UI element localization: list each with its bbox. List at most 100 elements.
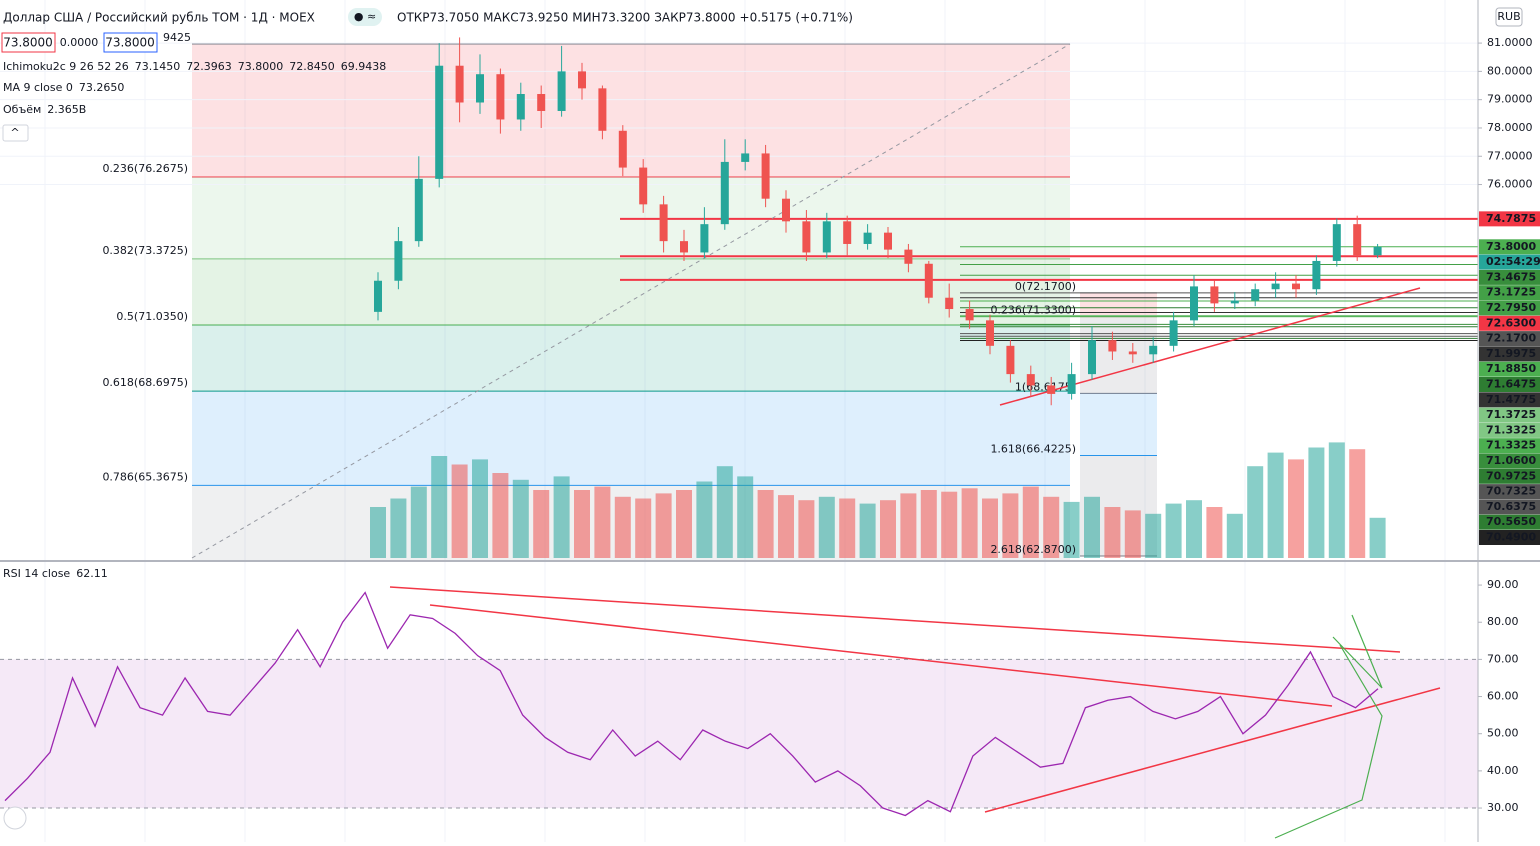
- indicator-value: 72.8450: [289, 60, 335, 73]
- price-label: 72.7950: [1486, 301, 1536, 314]
- volume-bar: [1369, 517, 1386, 558]
- ohlc-value: 73.7050: [430, 11, 480, 25]
- ohlc-key: МИН: [572, 11, 600, 25]
- fib-label: 0.382(73.3725): [102, 244, 188, 257]
- volume-bar: [1063, 501, 1080, 558]
- candle-body: [1128, 351, 1137, 355]
- indicator-name: MA 9 close 0: [3, 81, 73, 94]
- fib-label: 1.618(66.4225): [990, 443, 1076, 456]
- volume-bar: [778, 495, 794, 558]
- price-label-box: [1479, 392, 1540, 408]
- fib-zone: [1080, 292, 1157, 317]
- candle-body: [1047, 385, 1056, 394]
- candle-body: [822, 221, 831, 253]
- volume-bar: [1226, 513, 1243, 558]
- candle-body: [639, 167, 648, 205]
- ohlc-value: 73.3200: [601, 11, 651, 25]
- fib-zone: [192, 258, 1070, 326]
- price-label: 71.9975: [1486, 347, 1536, 360]
- candle-body: [1312, 260, 1321, 290]
- indicator-value: 73.2650: [79, 81, 125, 94]
- buy-box[interactable]: [103, 32, 158, 53]
- price-label-box: [1479, 468, 1540, 484]
- y-tick-label: 40.00: [1487, 764, 1519, 777]
- candle-body: [986, 320, 994, 346]
- volume-bar: [716, 466, 733, 558]
- indicator-value: 73.8000: [238, 60, 284, 73]
- y-tick-label: 60.00: [1487, 690, 1519, 703]
- volume-bar: [961, 488, 978, 558]
- rsi-band: [0, 659, 1478, 809]
- collapse-button[interactable]: [2, 124, 29, 142]
- price-label-box: [1479, 346, 1540, 362]
- candle-body: [476, 74, 484, 103]
- buy-price[interactable]: 73.8000: [105, 36, 155, 50]
- price-label-box: [1479, 376, 1540, 392]
- indicator-value: 73.1450: [135, 60, 181, 73]
- candle-body: [904, 249, 913, 264]
- sell-box[interactable]: [1, 32, 56, 53]
- price-label: 72.1700: [1486, 332, 1536, 345]
- price-label: 71.3725: [1486, 408, 1536, 421]
- truncated-label: 9425: [163, 31, 191, 44]
- candle-body: [394, 241, 403, 281]
- sell-price[interactable]: 73.8000: [3, 36, 53, 50]
- collapse-icon[interactable]: ^: [10, 126, 19, 139]
- candle-body: [455, 65, 464, 103]
- volume-bar: [1002, 493, 1019, 558]
- volume-bar: [594, 486, 611, 558]
- ohlc-key: МАКС: [483, 11, 518, 25]
- ohlc-value: 73.8000: [686, 11, 736, 25]
- y-tick-label: 81.0000: [1487, 36, 1533, 49]
- volume-bar: [574, 490, 590, 558]
- candle-body: [802, 221, 811, 253]
- price-label-box: [1479, 300, 1540, 316]
- volume-bar: [472, 459, 488, 558]
- fib-label: 0.618(68.6975): [102, 376, 188, 389]
- volume-bar: [492, 473, 509, 558]
- price-label: 70.6375: [1486, 500, 1536, 513]
- currency[interactable]: RUB: [1497, 10, 1520, 23]
- ohlc-value: 73.9250: [519, 11, 569, 25]
- candle-body: [1230, 300, 1239, 304]
- price-label-box: [1479, 484, 1540, 500]
- price-label: 73.8000: [1486, 240, 1536, 253]
- candle-body: [598, 88, 607, 131]
- indicator-value: 2.365B: [47, 103, 86, 116]
- currency-button[interactable]: [1495, 7, 1523, 27]
- fib-label: 0.236(71.3300): [990, 304, 1076, 317]
- candle-body: [618, 130, 627, 168]
- volume-bar: [1328, 442, 1345, 558]
- volume-bar: [390, 498, 407, 558]
- indicator-value: 69.9438: [341, 60, 387, 73]
- status-pill: [348, 8, 382, 26]
- candle-body: [557, 71, 566, 111]
- volume-bar: [839, 498, 856, 558]
- candle-body: [782, 198, 790, 222]
- price-label-box: [1479, 211, 1540, 227]
- candle-body: [863, 232, 872, 244]
- fib-label: 0.786(65.3675): [102, 470, 188, 483]
- volume-bar: [410, 486, 427, 558]
- fib-label: 2.618(62.8700): [990, 543, 1076, 556]
- volume-bar: [676, 490, 692, 558]
- change: +0.5175 (+0.71%): [740, 11, 853, 25]
- candle-body: [659, 204, 668, 242]
- volume-bar: [1247, 466, 1264, 558]
- y-tick-label: 80.00: [1487, 615, 1519, 628]
- volume-bar: [1206, 507, 1223, 558]
- candle-body: [1373, 246, 1382, 256]
- fib-label: 0(72.1700): [1015, 280, 1076, 293]
- price-label: 71.3325: [1486, 439, 1536, 452]
- ohlc-key: ЗАКР: [654, 11, 686, 25]
- volume-bar: [553, 476, 570, 558]
- y-tick-label: 79.0000: [1487, 93, 1533, 106]
- volume-bar: [370, 507, 386, 558]
- candle-body: [1292, 283, 1300, 290]
- candle-body: [1271, 283, 1280, 290]
- foreground-layer: 0.236(76.2675) 0.382(73.3725) 0.5(71.0350)…: [102, 162, 1076, 556]
- volume-bar: [614, 496, 631, 558]
- volume-bar: [1288, 459, 1304, 558]
- candle-body: [1026, 374, 1035, 386]
- price-label-box: [1479, 239, 1540, 255]
